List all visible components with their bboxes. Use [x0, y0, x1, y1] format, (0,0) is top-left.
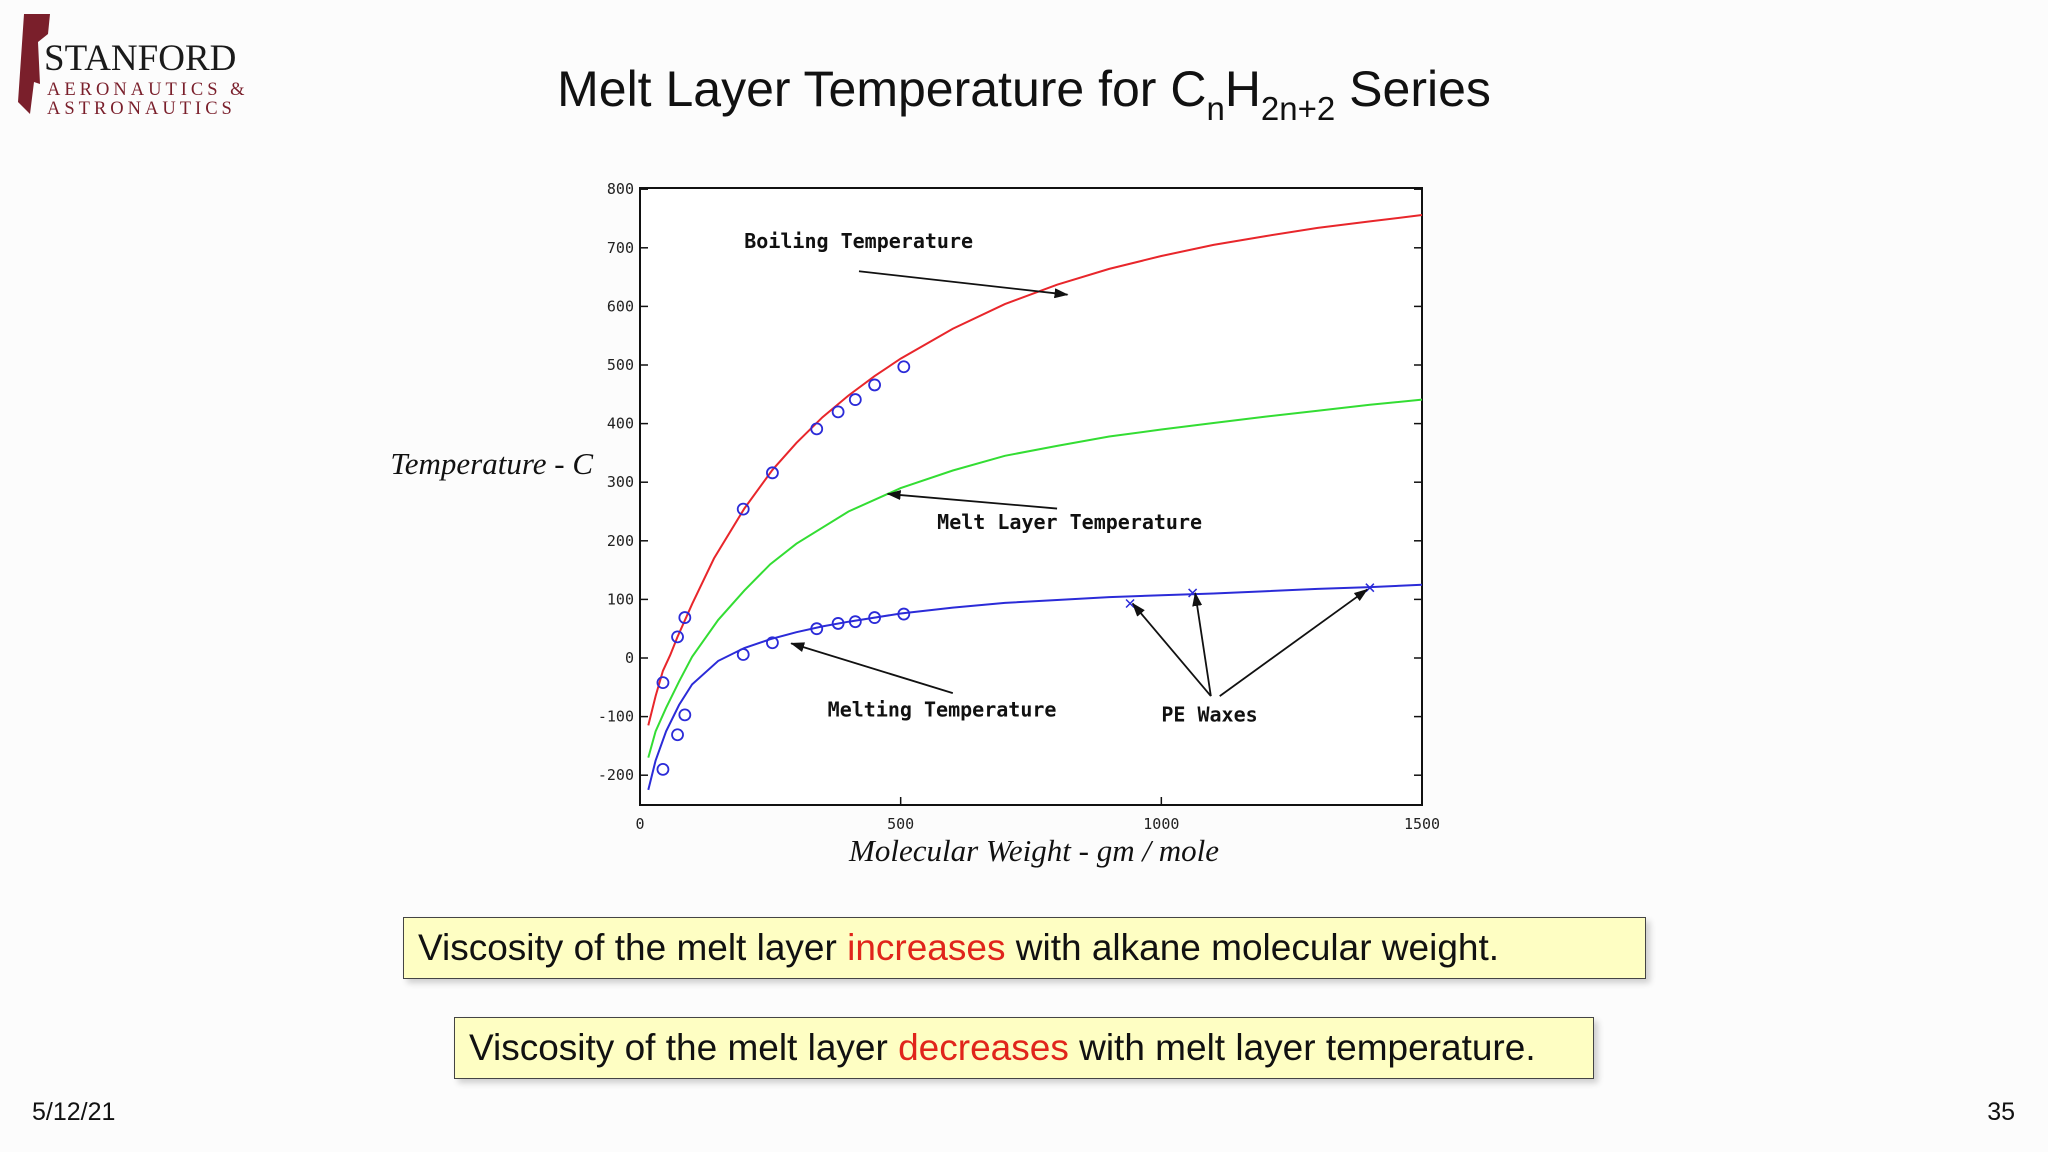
data-point-x-stroke: [1125, 598, 1135, 609]
y-tick-label: 100: [607, 590, 634, 608]
note-text: with melt layer temperature.: [1068, 1027, 1536, 1068]
data-point-circle: [656, 676, 670, 690]
x-axis-title: Molecular Weight - gm / mole: [848, 833, 1219, 868]
title-subscript-n: n: [1206, 90, 1225, 127]
note-text: Viscosity of the melt layer: [469, 1027, 899, 1068]
data-point-circle: [736, 648, 750, 661]
y-axis-title: Temperature - C: [390, 446, 593, 481]
data-point-circle: [810, 422, 824, 436]
data-point-circle: [848, 615, 862, 629]
note-highlight: increases: [847, 927, 1006, 968]
logo-text-astronautics: ASTRONAUTICS: [47, 99, 236, 119]
title-end: Series: [1335, 61, 1491, 117]
plot-frame: [639, 187, 1423, 806]
y-tick-label: 600: [607, 297, 634, 315]
data-point-circle: [897, 607, 911, 621]
logo-mark-icon: [18, 14, 50, 114]
data-point-circle: [766, 636, 779, 650]
data-point-circle: [656, 762, 670, 776]
data-point-circle: [678, 708, 692, 722]
y-tick-label: 200: [607, 532, 634, 550]
footer-date: 5/12/21: [32, 1098, 116, 1126]
x-tick-label: 0: [635, 815, 644, 833]
series-lines: [647, 214, 1423, 791]
data-point-circle: [736, 502, 750, 516]
annotation-label: PE Waxes: [1161, 702, 1257, 726]
annotation-arrow: [1192, 591, 1212, 697]
note-highlight: decreases: [898, 1027, 1069, 1068]
note-text: with alkane molecular weight.: [1005, 927, 1500, 968]
x-tick-label: 500: [887, 815, 914, 833]
annotation-arrow: [886, 490, 1058, 510]
logo-text-stanford: STANFORD: [44, 38, 236, 79]
title-h: H: [1224, 61, 1261, 117]
data-point-circle: [831, 617, 845, 630]
y-tick-label: -200: [598, 766, 634, 784]
data-point-circle: [868, 611, 881, 624]
annotation-arrow: [1131, 602, 1212, 697]
logo-text-aeronautics: AERONAUTICS &: [47, 80, 249, 100]
data-point-circle: [671, 728, 684, 742]
data-point-circle: [810, 622, 824, 636]
y-tick-label: 400: [607, 415, 634, 433]
y-tick-label: 0: [625, 649, 634, 667]
title-subscript-2n2: 2n+2: [1260, 90, 1336, 127]
data-point-circle: [766, 466, 779, 480]
data-point-circle: [868, 378, 881, 392]
series-line-melting-temperature: [647, 583, 1423, 791]
x-tick-label: 1500: [1404, 815, 1440, 833]
annotation-arrow: [1219, 588, 1369, 697]
data-point-circle: [678, 611, 692, 624]
y-tick-label: 700: [607, 239, 634, 257]
y-tick-label: 500: [607, 356, 634, 374]
data-point-circle: [671, 630, 684, 644]
annotation-arrow: [858, 270, 1069, 299]
note-text: Viscosity of the melt layer: [418, 927, 848, 968]
annotation-label: Melt Layer Temperature: [937, 510, 1202, 534]
footer-page-number: 35: [1987, 1098, 2015, 1126]
annotation-label: Melting Temperature: [828, 698, 1057, 722]
data-point-circle: [848, 393, 862, 406]
annotation-label: Boiling Temperature: [744, 229, 973, 253]
annotation-arrow: [790, 642, 954, 695]
data-point-circle: [897, 360, 911, 374]
slide-title: Melt Layer Temperature for CnH2n+2 Serie…: [0, 60, 2048, 125]
data-markers: [656, 360, 1375, 776]
data-point-circle: [831, 405, 845, 419]
series-line-melt-layer-temperature: [647, 398, 1423, 758]
title-main: Melt Layer Temperature for C: [557, 61, 1207, 117]
note-box-viscosity-decreases: Viscosity of the melt layer decreases wi…: [454, 1017, 1594, 1079]
stanford-aero-astro-logo: STANFORD AERONAUTICS & ASTRONAUTICS: [18, 14, 249, 119]
annotations: Boiling Temperature Melt Layer Temperatur…: [744, 229, 1369, 726]
y-tick-label: 300: [607, 473, 634, 491]
series-line-boiling-temperature: [647, 214, 1423, 726]
y-tick-label: 800: [607, 180, 634, 198]
y-tick-label: -100: [598, 708, 634, 726]
note-box-viscosity-increases: Viscosity of the melt layer increases wi…: [403, 917, 1646, 979]
x-tick-label: 1000: [1143, 815, 1179, 833]
